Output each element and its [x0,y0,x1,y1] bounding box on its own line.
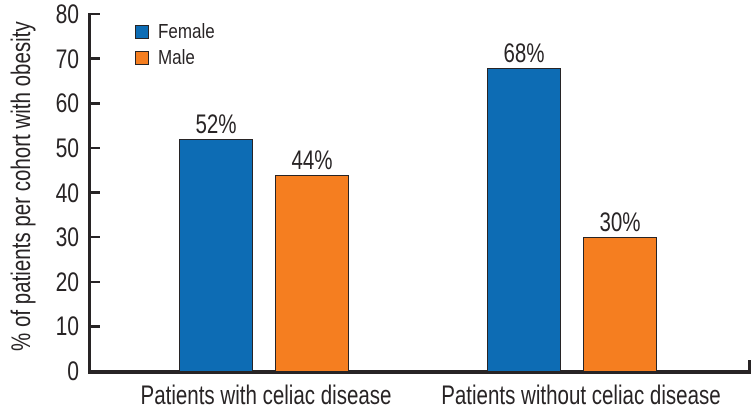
bar-value-label: 44% [291,144,333,175]
y-tick-label: 80 [55,0,79,29]
female-bar [179,138,253,372]
x-axis-line [88,370,751,374]
y-tick-label: 30 [55,222,79,253]
legend-color-swatch [135,25,149,39]
x-category-label: Patients without celiac disease [441,380,721,410]
x-axis-end-tick [748,360,751,372]
y-tick-mark [91,235,100,239]
y-tick-mark [91,191,100,194]
legend-item-male: Male [135,45,225,71]
legend: Female Male [135,19,225,71]
y-tick-mark [91,325,100,328]
y-tick-mark [91,146,100,150]
y-tick-label: 50 [55,132,79,163]
y-axis-line [88,13,91,373]
bar-value-label: 30% [599,207,641,238]
y-tick-label: 40 [55,177,79,208]
y-tick-mark [91,57,100,60]
y-tick-label: 20 [55,266,79,297]
y-tick-mark [91,12,100,16]
bar-value-label: 68% [503,37,545,68]
y-tick-label: 60 [55,88,79,119]
legend-label: Male [158,47,195,69]
legend-label: Female [158,21,215,43]
bar-value-label: 52% [195,108,237,139]
female-bar [487,67,561,372]
y-tick-label: 70 [55,43,79,74]
y-tick-mark [91,280,100,283]
y-tick-mark [91,102,100,105]
legend-item-female: Female [135,19,225,45]
male-bar [583,237,657,372]
x-category-label: Patients with celiac disease [140,380,392,410]
y-tick-label: 10 [55,311,79,342]
male-bar [275,174,349,372]
y-tick-label: 0 [67,356,79,386]
legend-color-swatch [135,51,149,65]
